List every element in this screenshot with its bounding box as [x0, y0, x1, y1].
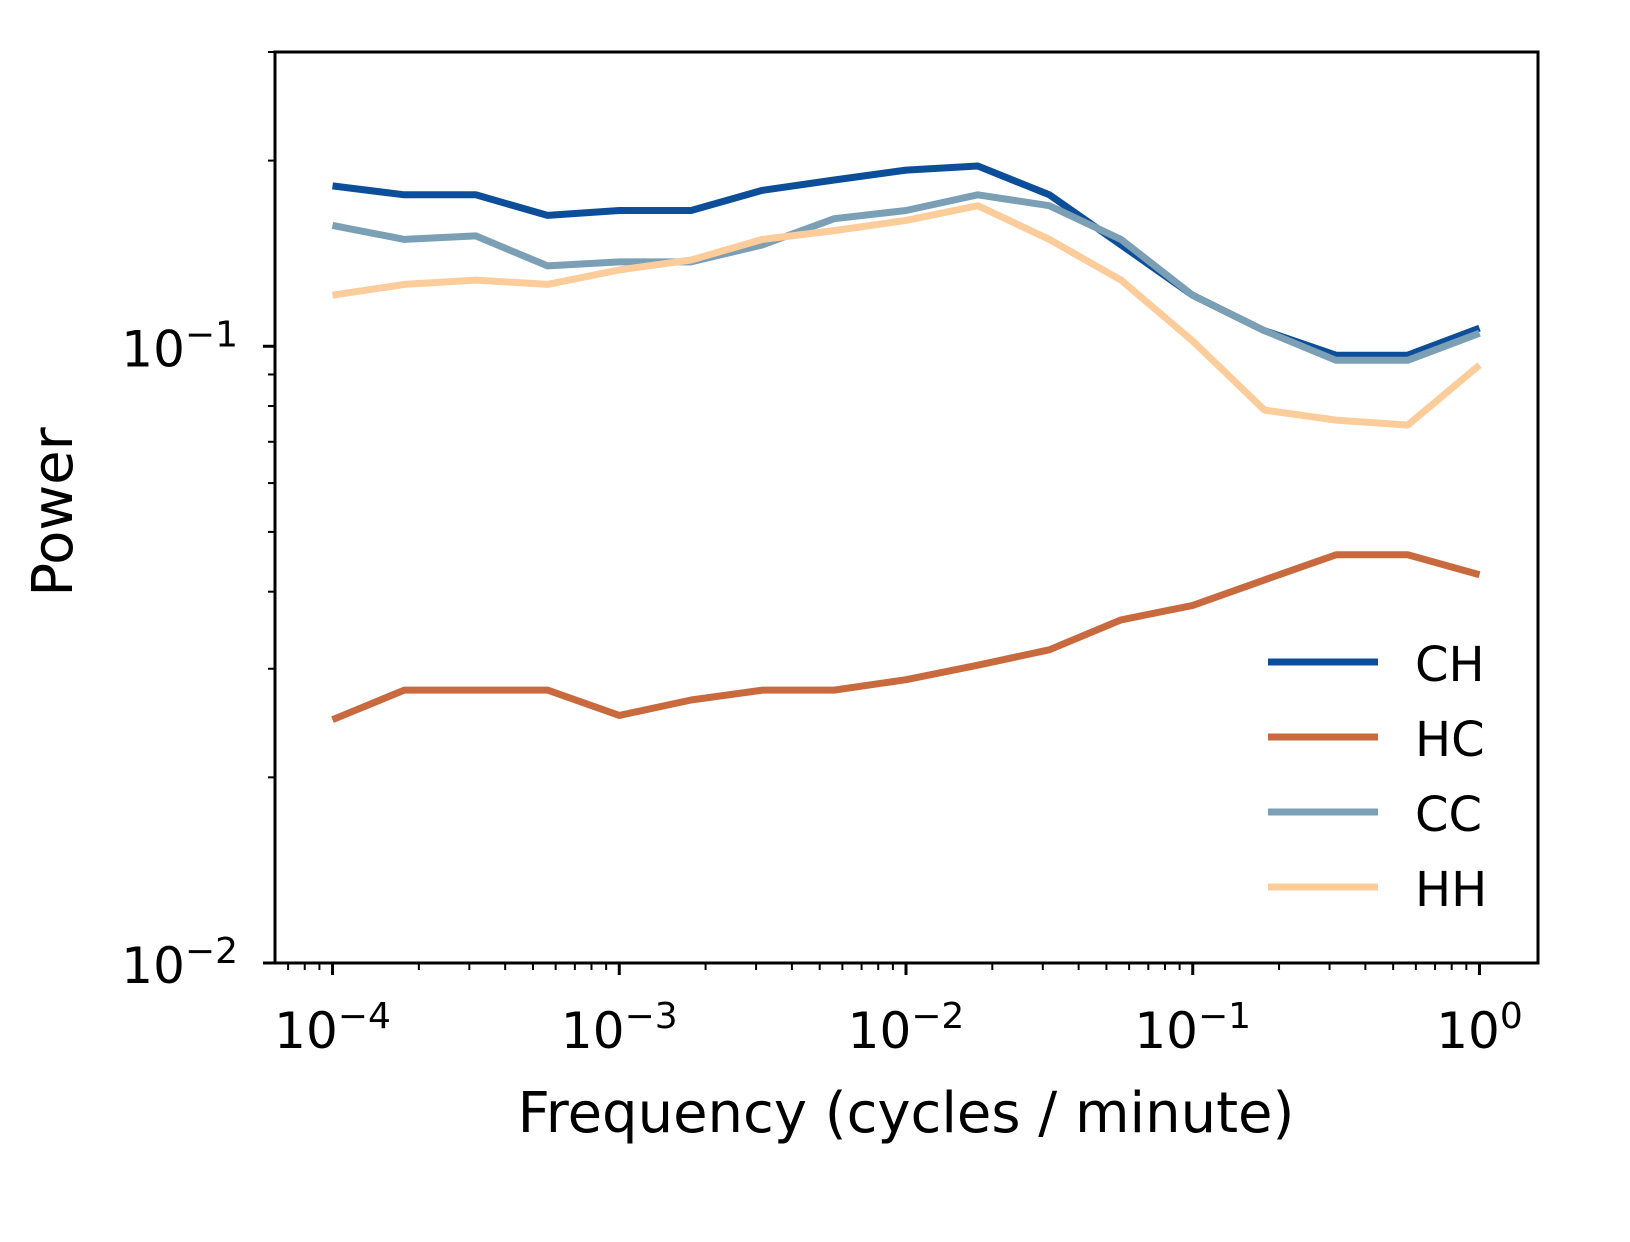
- y-axis-label: Power: [21, 426, 86, 596]
- series-line-cc: [331, 191, 1481, 364]
- series-line-hh: [331, 202, 1482, 429]
- series-line-hc: [331, 551, 1481, 723]
- x-axis-label: Frequency (cycles / minute): [518, 1081, 1295, 1146]
- series-lines: [331, 162, 1482, 723]
- x-tick-label: 10−3: [561, 996, 678, 1060]
- legend-label-cc: CC: [1415, 787, 1482, 843]
- x-tick-label: 10−2: [848, 996, 965, 1060]
- x-tick-label: 10−1: [1134, 996, 1251, 1060]
- legend-label-ch: CH: [1415, 637, 1485, 693]
- legend-label-hc: HC: [1415, 712, 1485, 768]
- y-tick-label: 10−2: [121, 931, 238, 995]
- axis-ticks: 10−4 10−3 10−2 10−1 100 10−2 10−1: [121, 51, 1523, 1060]
- plot-frame: [273, 50, 1540, 965]
- legend-label-hh: HH: [1415, 862, 1487, 918]
- x-tick-label: 10−4: [274, 996, 391, 1060]
- y-tick-label: 10−1: [121, 314, 238, 378]
- legend: CH HC CC HH: [1268, 637, 1487, 918]
- series-line-ch: [332, 162, 1481, 359]
- x-tick-label: 100: [1436, 996, 1523, 1060]
